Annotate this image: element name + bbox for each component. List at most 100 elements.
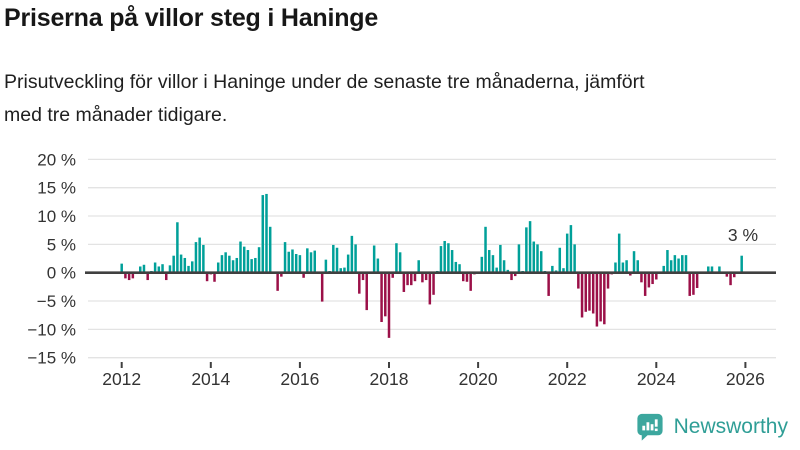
y-tick-label: −15 % — [27, 349, 76, 368]
bar — [398, 252, 402, 273]
bar — [376, 258, 380, 273]
bar — [283, 242, 287, 273]
bar — [506, 269, 510, 273]
bar — [346, 254, 350, 273]
bar — [124, 272, 127, 279]
bar-chart-glyph — [641, 419, 658, 432]
bar — [257, 247, 261, 273]
bar — [643, 272, 647, 296]
bar — [146, 272, 149, 281]
y-tick-label: 10 % — [37, 207, 76, 226]
bar — [358, 272, 361, 294]
bar — [517, 244, 521, 273]
bar — [454, 261, 458, 273]
bar — [231, 260, 235, 273]
bar — [695, 272, 699, 289]
newsworthy-logo: Newsworthy — [634, 411, 788, 443]
bar — [465, 272, 469, 282]
bar — [565, 233, 569, 273]
bar — [591, 272, 595, 314]
bar — [487, 250, 491, 273]
bar — [480, 256, 484, 273]
bar — [684, 255, 688, 273]
bar — [187, 265, 190, 273]
bar — [458, 264, 461, 273]
x-tick-label: 2014 — [191, 369, 230, 389]
bar — [588, 272, 591, 311]
bar — [710, 266, 714, 273]
bar — [413, 272, 417, 282]
chart-subtitle: Prisutveckling för villor i Haninge unde… — [4, 71, 645, 126]
bar — [625, 260, 628, 273]
bar — [655, 272, 658, 280]
bar — [324, 259, 328, 273]
bar — [402, 272, 406, 292]
bar — [242, 246, 246, 273]
bar — [718, 266, 721, 273]
y-tick-label: −5 % — [37, 292, 76, 311]
bar — [302, 272, 305, 278]
x-tick-label: 2020 — [459, 369, 498, 389]
bar — [309, 252, 313, 273]
bar — [168, 265, 172, 273]
bar — [539, 251, 543, 273]
bar — [220, 255, 224, 273]
bar — [603, 272, 606, 325]
bar — [261, 195, 265, 273]
bar — [632, 251, 636, 273]
x-tick-label: 2022 — [548, 369, 587, 389]
bar — [410, 272, 413, 286]
bar — [577, 272, 580, 289]
bar — [361, 272, 365, 281]
bar — [287, 251, 291, 273]
bar — [165, 272, 168, 281]
bar — [202, 244, 205, 273]
bar — [384, 272, 387, 317]
bar — [239, 241, 242, 273]
bar — [291, 249, 294, 273]
bar — [617, 233, 621, 273]
bar — [725, 272, 729, 277]
bar — [194, 242, 198, 273]
bar — [335, 247, 339, 273]
page-title: Priserna på villor steg i Haninge — [4, 4, 379, 32]
bar — [153, 262, 157, 273]
speech-bubble-shape — [637, 413, 663, 441]
bar — [176, 222, 179, 273]
bar — [380, 272, 383, 323]
bar — [551, 265, 554, 273]
bar — [666, 250, 669, 273]
bar — [547, 272, 550, 296]
bar — [740, 255, 743, 273]
bar — [733, 272, 736, 278]
bar — [640, 272, 643, 283]
bar — [562, 268, 565, 273]
bar — [235, 257, 239, 273]
bar — [142, 264, 146, 273]
bar — [651, 272, 654, 285]
bar — [629, 272, 632, 276]
brand-name: Newsworthy — [673, 415, 788, 438]
bar — [688, 272, 691, 296]
x-tick-label: 2026 — [726, 369, 765, 389]
bar — [673, 255, 677, 273]
bar — [428, 272, 432, 305]
bar — [677, 258, 680, 273]
bar — [313, 250, 316, 273]
y-tick-label: 0 % — [47, 264, 76, 283]
bar — [198, 237, 201, 273]
bar — [528, 221, 532, 273]
bar — [343, 267, 346, 273]
bar — [573, 244, 576, 273]
bar — [250, 259, 253, 273]
bar — [491, 255, 495, 273]
bar — [584, 272, 588, 312]
y-tick-label: 15 % — [37, 179, 76, 198]
bar — [332, 244, 335, 273]
bar — [669, 260, 673, 273]
bar — [462, 272, 465, 282]
bar — [268, 226, 272, 273]
bar — [294, 253, 298, 273]
bar — [647, 272, 651, 288]
